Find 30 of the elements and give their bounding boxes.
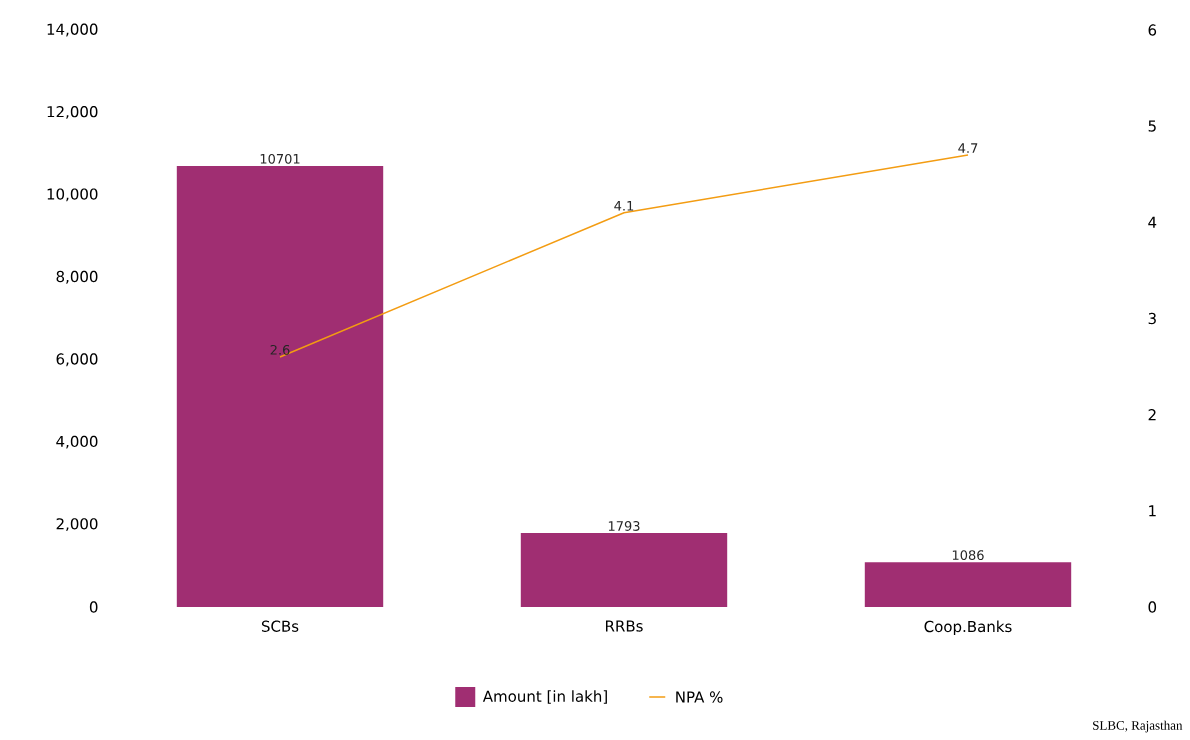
data-label: 1793 — [608, 521, 640, 531]
x-tick-label: Coop.Banks — [924, 620, 1012, 636]
y-tick-label: 2,000 — [56, 518, 98, 532]
y-tick-label: 4,000 — [56, 435, 98, 449]
text: SLBC, Rajasthan — [1093, 720, 1183, 733]
y-tick-label: 10,000 — [47, 188, 98, 202]
bar — [864, 562, 1072, 607]
y2-tick-label: 1 — [1149, 505, 1156, 517]
data-label: 10701 — [260, 153, 300, 164]
legend-label: Amount [in lakh] — [482, 690, 607, 704]
y-tick-label: 6,000 — [56, 353, 98, 367]
y2-tick-label: 3 — [1148, 312, 1156, 325]
x-tick-label: RRBs — [606, 620, 643, 632]
y2-tick-label: 4 — [1148, 216, 1157, 228]
y-tick-label: 14,000 — [47, 23, 98, 37]
bar — [520, 533, 728, 607]
y2-tick-label: 0 — [1148, 601, 1157, 613]
y-tick-label: 12,000 — [47, 105, 98, 119]
y2-tick-label: 5 — [1148, 120, 1156, 132]
legend-label: NPA % — [676, 691, 723, 703]
data-label: 2.6 — [270, 344, 290, 355]
y2-tick-label: 2 — [1148, 409, 1156, 421]
x-tick-label: SCBs — [261, 620, 299, 632]
y-tick-label: 0 — [89, 601, 98, 613]
data-label: 1086 — [952, 550, 984, 561]
data-label: 4.7 — [958, 143, 978, 153]
bar — [176, 165, 384, 607]
y-tick-label: 8,000 — [56, 270, 98, 284]
y2-tick-label: 6 — [1148, 24, 1157, 36]
data-label: 4.1 — [614, 201, 634, 211]
